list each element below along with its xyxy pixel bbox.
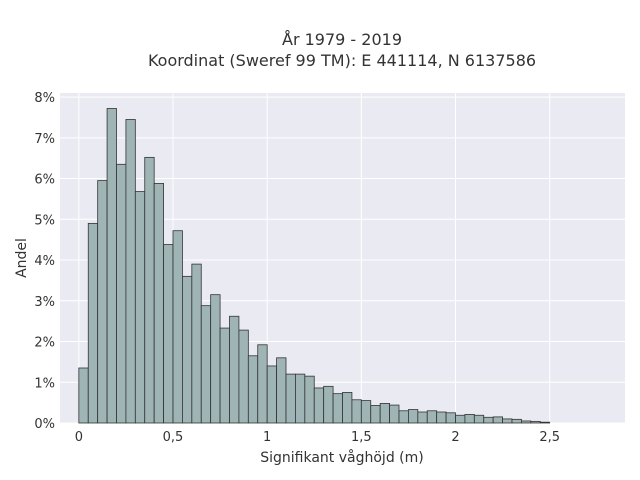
histogram-bar	[351, 399, 362, 424]
histogram-bar	[417, 411, 428, 424]
y-tick-label: 7%	[34, 132, 55, 147]
y-axis-label: Andel	[14, 238, 30, 278]
x-tick-label: 0,5	[163, 430, 184, 445]
histogram-bar	[445, 412, 456, 424]
histogram-bar	[408, 409, 419, 424]
histogram-bar	[398, 410, 409, 424]
histogram-bar	[389, 404, 400, 424]
y-tick-label: 0%	[34, 417, 55, 432]
histogram-bar	[426, 410, 438, 424]
histogram-bar	[257, 344, 268, 424]
x-tick-label: 0	[75, 430, 83, 445]
y-tick-label: 1%	[34, 376, 55, 391]
y-tick-label: 4%	[34, 254, 55, 269]
y-tick-label: 8%	[34, 91, 55, 106]
histogram-bar	[464, 414, 475, 424]
histogram-bar	[276, 357, 287, 424]
histogram-bar	[97, 180, 108, 424]
x-tick-label: 1	[263, 430, 271, 445]
histogram-bar	[436, 411, 447, 424]
y-tick-label: 6%	[34, 173, 55, 188]
histogram-bar	[295, 373, 306, 424]
histogram-bar	[511, 418, 522, 424]
histogram-bar	[379, 403, 390, 424]
y-tick-label: 2%	[34, 336, 55, 351]
y-axis-ticks: 0% 1% 2% 3% 4% 5% 6% 7% 8%	[34, 91, 55, 432]
histogram-bar	[483, 416, 494, 424]
histogram-bar	[266, 365, 277, 424]
histogram-bar	[304, 375, 315, 424]
histogram-bar	[116, 163, 127, 424]
x-tick-label: 2	[451, 430, 459, 445]
histogram-bar	[219, 327, 230, 424]
x-tick-label: 2,5	[539, 430, 560, 445]
histogram-bar	[182, 275, 193, 424]
histogram-bar	[323, 385, 334, 424]
histogram-bar	[247, 355, 259, 424]
histogram-bar	[78, 367, 89, 424]
histogram-bar	[521, 420, 532, 424]
histogram-bar	[370, 405, 381, 424]
chart-title-line-2: Koordinat (Sweref 99 TM): E 441114, N 61…	[148, 51, 536, 70]
histogram-bar	[360, 400, 372, 424]
histogram-bar	[332, 393, 343, 424]
histogram-bar	[172, 230, 183, 424]
histogram-bar	[191, 263, 202, 424]
y-tick-label: 3%	[34, 295, 55, 310]
histogram-bar	[539, 421, 551, 424]
y-tick-label: 5%	[34, 213, 55, 228]
histogram-bar	[153, 183, 164, 424]
histogram-bar	[163, 244, 174, 424]
histogram-bar	[106, 108, 117, 424]
histogram-bar	[125, 119, 136, 424]
histogram-bar	[229, 315, 240, 424]
histogram-bar	[134, 191, 146, 424]
histogram-bar	[473, 414, 485, 424]
histogram-bar	[502, 418, 513, 424]
bars-group	[78, 108, 551, 424]
histogram-bar	[530, 420, 541, 424]
histogram-bar	[238, 329, 249, 424]
histogram-bar	[200, 305, 212, 424]
histogram-bar	[313, 387, 325, 424]
histogram-bar	[210, 294, 221, 424]
histogram-bar	[492, 416, 503, 424]
x-axis-label: Signifikant våghöjd (m)	[260, 449, 423, 466]
histogram-bar	[285, 373, 296, 424]
histogram-bar	[342, 392, 353, 424]
x-axis-ticks: 0 0,5 1 1,5 2 2,5	[75, 430, 560, 445]
x-tick-label: 1,5	[351, 430, 372, 445]
histogram-bar	[144, 156, 155, 424]
histogram-bar	[87, 222, 99, 424]
histogram-bar	[455, 414, 466, 424]
chart-title-line-1: År 1979 - 2019	[282, 30, 402, 49]
